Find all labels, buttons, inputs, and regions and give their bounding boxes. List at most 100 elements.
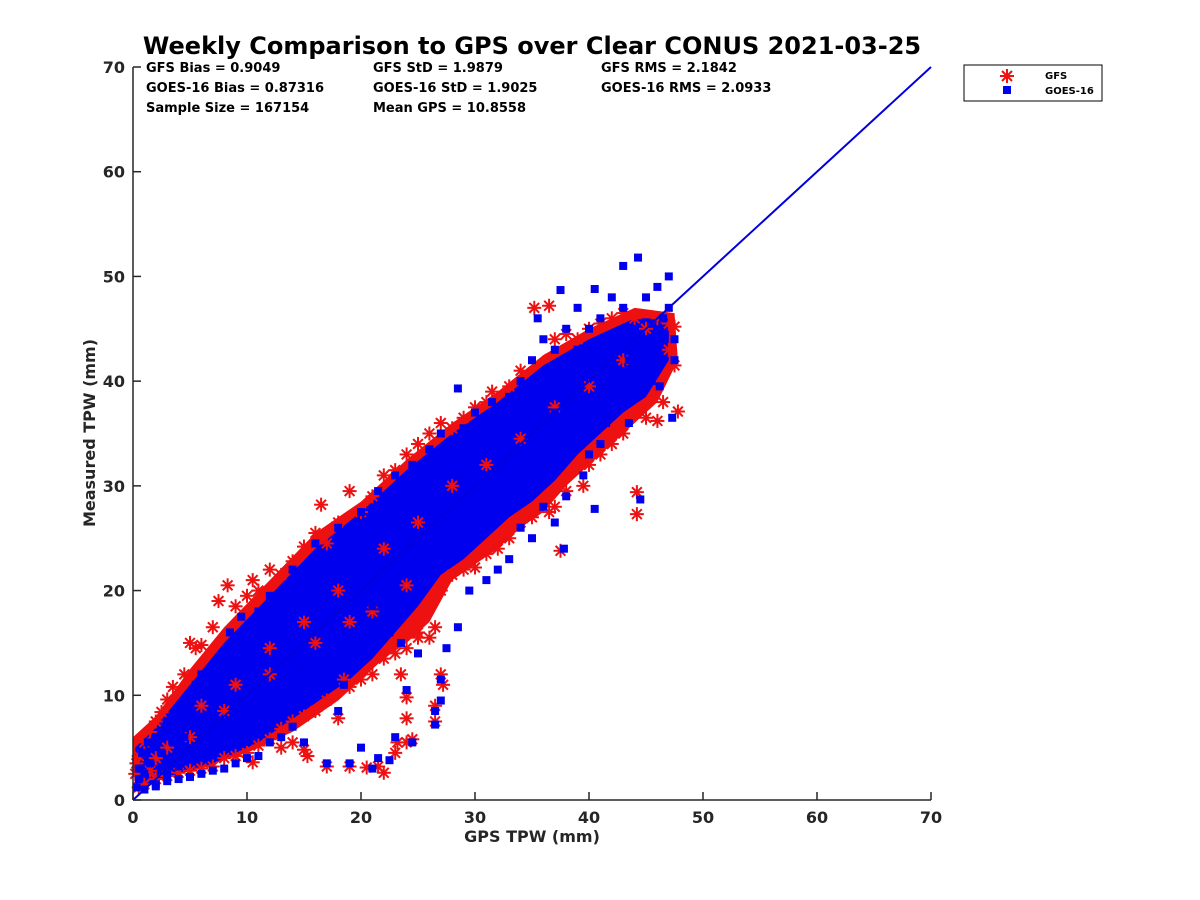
goes16-point <box>339 680 348 689</box>
goes16-point <box>642 293 650 302</box>
goes16-point <box>300 659 308 668</box>
gfs-point <box>274 740 289 755</box>
goes16-point <box>516 377 525 386</box>
goes16-point <box>528 534 536 543</box>
gfs-point <box>502 531 517 546</box>
gfs-point <box>297 614 311 629</box>
gfs-point <box>245 573 260 588</box>
goes16-point <box>482 576 491 585</box>
goes16-point <box>138 748 147 757</box>
goes16-point <box>436 675 445 684</box>
goes16-point <box>231 712 240 721</box>
goes16-point <box>459 424 468 433</box>
x-tick-label: 10 <box>236 808 258 827</box>
goes16-point <box>579 398 588 407</box>
goes16-point <box>134 775 143 784</box>
goes16-point <box>294 696 303 705</box>
gfs-point <box>262 641 277 656</box>
gfs-point <box>251 583 266 598</box>
y-tick-label: 70 <box>103 58 125 77</box>
goes16-point <box>596 356 605 365</box>
gfs-point <box>542 298 557 313</box>
goes16-point <box>516 523 525 532</box>
gfs-point <box>490 541 505 556</box>
goes16-point <box>174 712 183 721</box>
goes16-point <box>368 602 377 611</box>
goes16-point <box>271 649 280 658</box>
gfs-point <box>297 539 311 554</box>
goes16-point <box>168 738 177 747</box>
gfs-point <box>456 410 471 425</box>
goes16-point <box>357 743 365 752</box>
goes16-point <box>653 282 662 291</box>
goes16-point <box>431 706 440 715</box>
goes16-point <box>379 534 388 543</box>
goes16-point <box>573 345 582 354</box>
gfs-point <box>308 635 323 650</box>
goes16-point <box>436 471 445 480</box>
goes16-point <box>208 691 217 700</box>
goes16-point <box>550 518 559 527</box>
goes16-point <box>471 408 479 417</box>
goes16-point <box>465 513 474 522</box>
goes16-point <box>459 481 468 490</box>
goes16-point <box>237 612 246 621</box>
goes16-point <box>510 471 519 480</box>
goes16-point <box>602 419 611 428</box>
goes16-point <box>260 628 269 637</box>
stat-goes16-bias: GOES-16 Bias = 0.87316 <box>146 81 324 96</box>
goes16-point <box>132 783 141 792</box>
goes16-point <box>559 544 568 553</box>
gfs-point <box>300 749 315 764</box>
y-tick-label: 50 <box>103 267 125 286</box>
goes16-point <box>345 628 354 637</box>
goes16-point <box>647 377 656 386</box>
goes16-point <box>288 638 297 647</box>
chart-title: Weekly Comparison to GPS over Clear CONU… <box>143 32 921 60</box>
goes16-point <box>345 565 354 574</box>
gfs-point <box>445 567 460 582</box>
gfs-point <box>479 457 494 472</box>
goes16-point <box>311 691 320 700</box>
goes16-point <box>322 759 331 768</box>
goes16-point <box>362 649 371 658</box>
gfs-point <box>456 562 471 577</box>
goes16-point <box>596 314 605 323</box>
gfs-point <box>411 436 425 451</box>
gfs-point <box>388 745 403 760</box>
gfs-point <box>365 489 380 504</box>
goes16-point <box>208 766 217 775</box>
goes16-point <box>231 649 240 658</box>
goes16-point <box>402 597 411 606</box>
goes16-point <box>231 759 240 768</box>
stat-gfs-bias: GFS Bias = 0.9049 <box>146 61 280 76</box>
goes16-point <box>613 387 622 396</box>
goes16-point <box>442 502 451 511</box>
goes16-point <box>471 450 479 459</box>
x-axis-ticks: 0 10 20 30 40 50 60 70 <box>127 792 942 827</box>
goes16-point <box>539 335 548 344</box>
x-tick-label: 30 <box>464 808 486 827</box>
goes16-point <box>186 754 194 763</box>
goes16-point <box>180 733 189 742</box>
gfs-point <box>342 484 357 499</box>
goes16-point <box>379 576 388 585</box>
goes16-point <box>305 576 314 585</box>
goes16-point <box>300 607 308 616</box>
goes16-point <box>493 565 502 574</box>
gfs-point <box>376 541 391 556</box>
goes16-point <box>516 413 525 422</box>
goes16-point <box>174 762 183 771</box>
goes16-point <box>374 754 383 763</box>
gfs-point <box>593 447 608 462</box>
x-tick-label: 0 <box>127 808 138 827</box>
gfs-point <box>445 478 460 493</box>
gfs-point <box>154 705 169 720</box>
gfs-point <box>262 562 277 577</box>
goes16-point <box>334 602 343 611</box>
goes16-point <box>528 398 536 407</box>
goes16-point <box>619 303 628 312</box>
goes16-point <box>143 738 152 747</box>
goes16-point <box>396 638 405 647</box>
legend-goes16-label: GOES-16 <box>1045 86 1094 97</box>
